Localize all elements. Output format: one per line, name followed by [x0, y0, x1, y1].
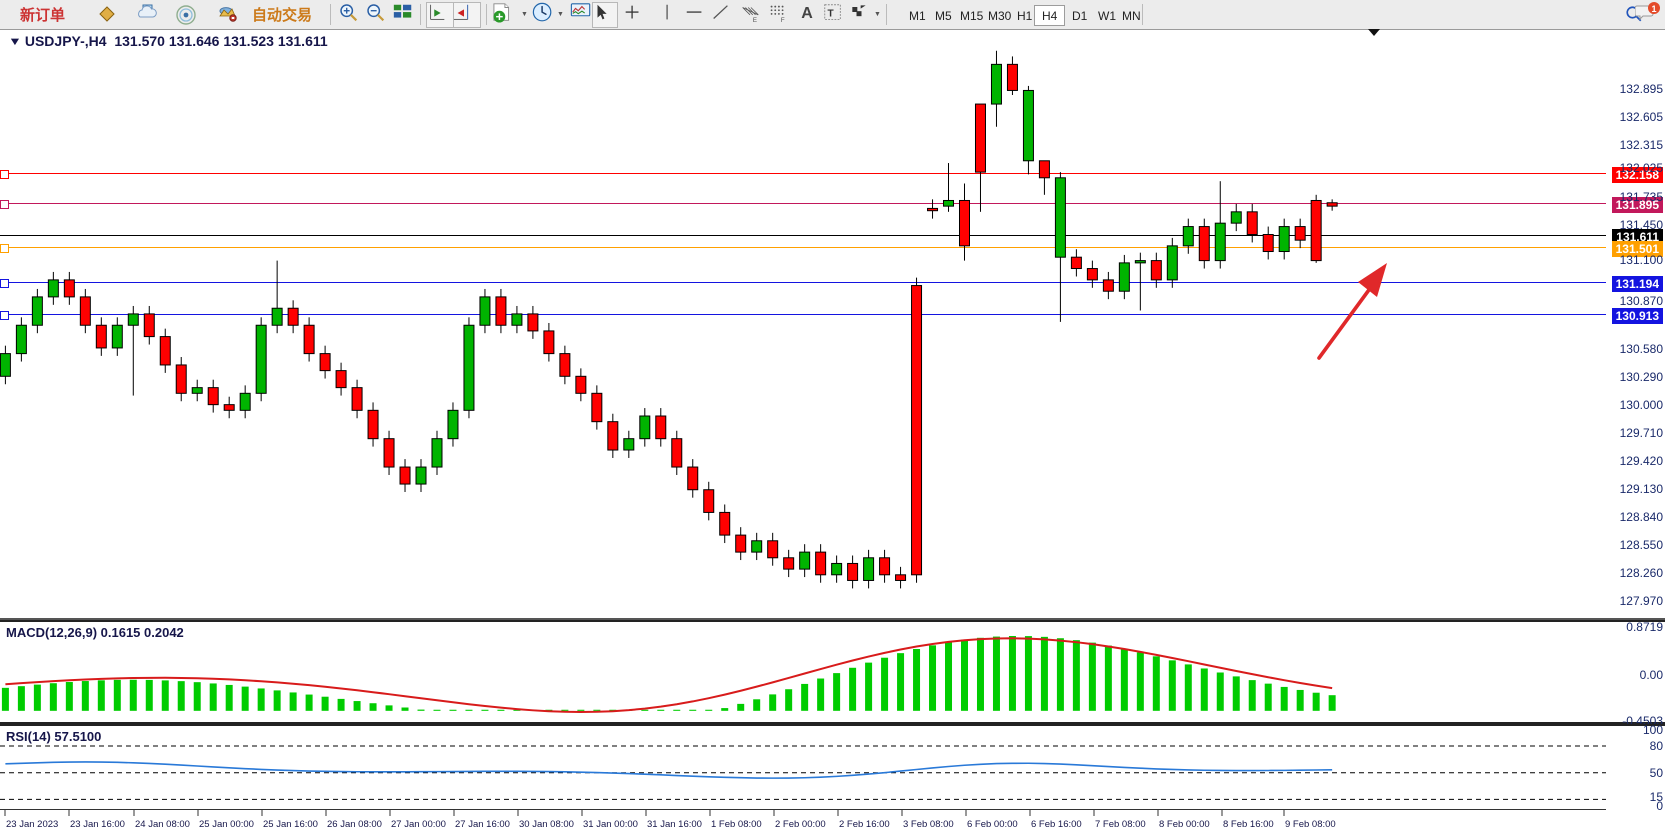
svg-text:T: T	[828, 9, 835, 20]
svg-text:1: 1	[1651, 4, 1656, 14]
svg-text:E: E	[753, 17, 757, 24]
svg-text:F: F	[781, 17, 785, 24]
